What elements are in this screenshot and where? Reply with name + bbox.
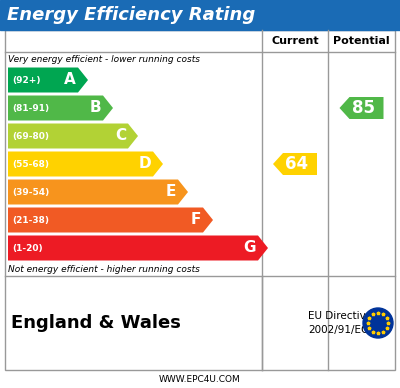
Text: 2002/91/EC: 2002/91/EC — [308, 325, 369, 335]
Polygon shape — [8, 68, 88, 92]
Text: F: F — [191, 213, 201, 227]
Text: D: D — [138, 156, 151, 171]
Text: E: E — [166, 185, 176, 199]
Text: (92+): (92+) — [12, 76, 40, 85]
Text: Current: Current — [271, 36, 319, 46]
Text: Energy Efficiency Rating: Energy Efficiency Rating — [7, 6, 255, 24]
Text: (21-38): (21-38) — [12, 215, 49, 225]
Bar — [0, 0, 400, 30]
Text: (55-68): (55-68) — [12, 159, 49, 168]
Polygon shape — [8, 236, 268, 260]
Text: (1-20): (1-20) — [12, 244, 43, 253]
Text: WWW.EPC4U.COM: WWW.EPC4U.COM — [159, 374, 241, 383]
Text: B: B — [89, 100, 101, 116]
Polygon shape — [8, 123, 138, 149]
Text: A: A — [64, 73, 76, 88]
Text: (39-54): (39-54) — [12, 187, 49, 196]
Polygon shape — [340, 97, 384, 119]
Text: Very energy efficient - lower running costs: Very energy efficient - lower running co… — [8, 54, 200, 64]
Polygon shape — [8, 95, 113, 121]
Polygon shape — [8, 208, 213, 232]
Polygon shape — [8, 180, 188, 204]
Polygon shape — [273, 153, 317, 175]
Text: (81-91): (81-91) — [12, 104, 49, 113]
Text: Not energy efficient - higher running costs: Not energy efficient - higher running co… — [8, 265, 200, 274]
Bar — [5, 30, 395, 370]
Text: (69-80): (69-80) — [12, 132, 49, 140]
Text: C: C — [115, 128, 126, 144]
Text: Potential: Potential — [333, 36, 390, 46]
Text: 64: 64 — [286, 155, 308, 173]
Text: England & Wales: England & Wales — [11, 314, 181, 332]
Text: EU Directive: EU Directive — [308, 311, 373, 321]
Text: G: G — [244, 241, 256, 256]
Polygon shape — [8, 151, 163, 177]
Circle shape — [363, 308, 393, 338]
Text: 85: 85 — [352, 99, 375, 117]
